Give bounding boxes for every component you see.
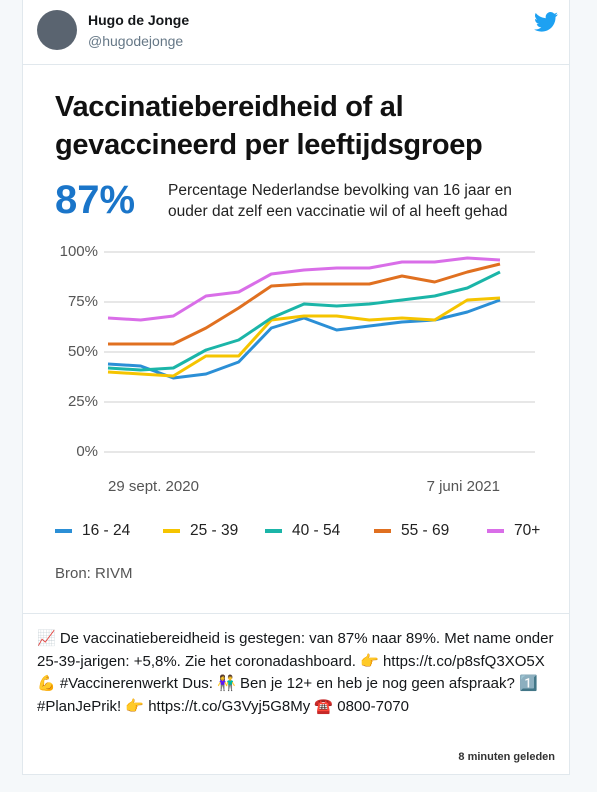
y-tick-label: 25% <box>68 393 98 410</box>
author-handle[interactable]: @hugodejonge <box>88 33 184 49</box>
y-tick-label: 50% <box>68 343 98 360</box>
timestamp: 8 minuten geleden <box>458 751 555 763</box>
legend-label: 40 - 54 <box>292 522 341 539</box>
x-tick-label: 7 juni 2021 <box>427 478 500 495</box>
y-tick-label: 100% <box>60 243 98 260</box>
legend-label: 70+ <box>514 522 540 539</box>
avatar[interactable] <box>37 10 77 50</box>
chart-image <box>23 64 569 614</box>
tweet-text: 📈 De vaccinatiebereidheid is gestegen: v… <box>37 630 554 715</box>
data-line <box>107 296 501 378</box>
x-tick-label: 29 sept. 2020 <box>108 478 199 495</box>
highlight-number: 87% <box>55 178 136 222</box>
legend-label: 16 - 24 <box>82 522 131 539</box>
data-line <box>107 256 501 322</box>
twitter-logo[interactable] <box>534 12 558 32</box>
author-name[interactable]: Hugo de Jonge <box>88 12 190 28</box>
y-tick-label: 75% <box>68 293 98 310</box>
legend-label: 55 - 69 <box>401 522 449 539</box>
legend-label: 25 - 39 <box>190 522 238 539</box>
chart-subtitle: Percentage Nederlandse bevolking van 16 … <box>168 182 512 220</box>
data-line <box>108 262 501 346</box>
data-line <box>107 298 501 380</box>
chart-title: Vaccinatiebereidheid of al gevaccineerd … <box>55 91 483 161</box>
data-line <box>107 270 501 372</box>
chart-source: Bron: RIVM <box>55 565 133 582</box>
y-tick-label: 0% <box>76 443 98 460</box>
